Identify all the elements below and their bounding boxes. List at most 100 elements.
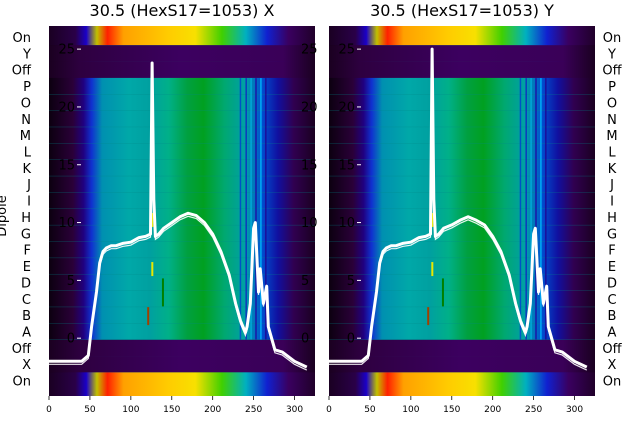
dipole-label-h: H: [21, 211, 31, 226]
heatmap-band-x: [329, 356, 595, 373]
dipole-label-g: G: [607, 227, 617, 242]
heatmap-band-off: [329, 339, 595, 357]
dipole-label-e: E: [608, 260, 616, 275]
dipole-label-c: C: [607, 293, 616, 308]
dipole-label-j: J: [26, 178, 31, 193]
dipole-label-k: K: [22, 162, 31, 177]
heatmap-streak-3: [535, 78, 537, 340]
heatmap-streak-5: [545, 78, 547, 340]
x-tick-label: 300: [566, 405, 583, 415]
x-tick-label: 150: [163, 405, 180, 415]
heatmap-streak-5: [265, 78, 267, 340]
chart-panel-1: 30.5 (HexS17=1053) YOnYOffPONMLKJIHGFEDC…: [326, 1, 622, 415]
heatmap-mark: [431, 262, 434, 277]
overlay-tick-label: 15: [338, 158, 355, 173]
x-tick-label: 150: [443, 405, 460, 415]
x-tick-label: 100: [122, 405, 139, 415]
overlay-tick-label: 5: [67, 274, 75, 289]
x-tick-label: 50: [364, 405, 376, 415]
heatmap-streak-1: [245, 78, 247, 340]
overlay-tick-label: 25: [338, 43, 355, 58]
overlay-tick-label: 15: [58, 158, 75, 173]
dipole-label-o: O: [21, 96, 31, 111]
heatmap-streak-1: [525, 78, 527, 340]
dipole-label-i: I: [27, 195, 31, 210]
overlay-series-line-secondary: [49, 65, 308, 371]
heatmap-mark: [151, 262, 154, 277]
dipole-label-o: O: [607, 96, 617, 111]
heatmap-mark: [151, 212, 154, 227]
heatmap-mark: [441, 278, 444, 307]
overlay-tick-label: 0: [67, 332, 75, 347]
heatmap-band-y: [49, 45, 315, 62]
overlay-tick-label: 10: [58, 216, 75, 231]
heatmap-streak-3: [255, 78, 257, 340]
overlay-tick-label-edge: 10: [301, 216, 318, 231]
x-tick-label: 300: [286, 405, 303, 415]
dipole-label-off: Off: [12, 342, 32, 357]
heatmap-streak-2: [250, 78, 252, 340]
x-tick-label: 250: [525, 405, 542, 415]
heatmap-mark: [427, 307, 430, 326]
heatmap-band-y: [329, 45, 595, 62]
dipole-label-f: F: [24, 244, 31, 259]
overlay-tick-label: 10: [338, 216, 355, 231]
overlay-tick-label-edge: 20: [301, 100, 318, 115]
heatmap-streak-0: [519, 78, 522, 340]
heatmap-mark: [147, 307, 150, 326]
dipole-label-l: L: [608, 146, 616, 161]
x-tick-label: 200: [484, 405, 501, 415]
dipole-label-l: L: [24, 146, 32, 161]
heatmap-band-on: [329, 372, 595, 396]
dipole-label-b: B: [608, 309, 617, 324]
heatmap-band-off: [49, 339, 315, 357]
heatmap-band-on: [329, 26, 595, 46]
dipole-label-b: B: [22, 309, 31, 324]
overlay-tick-label-edge: 0: [301, 332, 309, 347]
heatmap-mark: [161, 278, 164, 307]
heatmap-band-on: [49, 26, 315, 46]
overlay-tick-label-edge: 25: [301, 43, 318, 58]
heatmap-streak-4: [540, 78, 542, 340]
heatmap-band-off: [49, 61, 315, 78]
overlay-series-line-secondary: [329, 52, 588, 371]
dipole-label-off: Off: [602, 342, 622, 357]
dipole-label-y: Y: [607, 47, 616, 62]
dipole-label-n: N: [607, 113, 617, 128]
dipole-label-d: D: [21, 276, 31, 291]
dipole-label-k: K: [608, 162, 617, 177]
dipole-label-x: X: [22, 358, 31, 373]
dipole-label-e: E: [23, 260, 31, 275]
heatmap-band-x: [49, 356, 315, 373]
overlay-tick-label: 0: [347, 332, 355, 347]
dipole-label-on: On: [13, 31, 31, 46]
x-tick-label: 100: [402, 405, 419, 415]
overlay-tick-label-edge: 15: [301, 158, 318, 173]
overlay-tick-label: 20: [58, 100, 75, 115]
dipole-label-p: P: [608, 80, 616, 95]
heatmap-band-off: [329, 61, 595, 78]
x-tick-label: 50: [84, 405, 96, 415]
overlay-tick-label: 25: [58, 43, 75, 58]
chart-title: 30.5 (HexS17=1053) X: [90, 1, 275, 20]
dipole-label-f: F: [608, 244, 615, 259]
heatmap-streak-2: [530, 78, 532, 340]
overlay-tick-label: 20: [338, 100, 355, 115]
dipole-label-p: P: [23, 80, 31, 95]
dipole-label-d: D: [607, 276, 617, 291]
dipole-label-x: X: [608, 358, 617, 373]
dipole-label-on: On: [603, 31, 621, 46]
dipole-label-on: On: [603, 375, 621, 390]
dipole-label-h: H: [607, 211, 617, 226]
dipole-label-off: Off: [12, 64, 32, 79]
y-axis-label: Dipole: [0, 195, 10, 236]
dipole-label-i: I: [610, 195, 614, 210]
heatmap-streak-0: [239, 78, 242, 340]
x-tick-label: 0: [326, 405, 332, 415]
heatmap-mark: [431, 212, 434, 227]
x-tick-label: 0: [46, 405, 52, 415]
dipole-label-j: J: [609, 178, 614, 193]
dipole-label-m: M: [606, 129, 617, 144]
dipole-label-off: Off: [602, 64, 622, 79]
